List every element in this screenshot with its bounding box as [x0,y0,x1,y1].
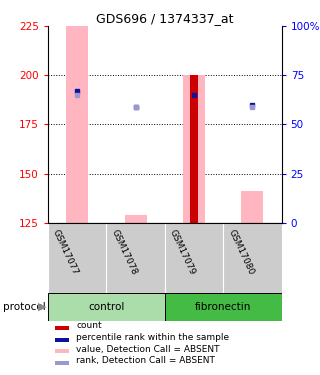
Bar [55,338,69,342]
Title: GDS696 / 1374337_at: GDS696 / 1374337_at [96,12,234,25]
Text: GSM17079: GSM17079 [168,228,197,277]
Text: value, Detection Call = ABSENT: value, Detection Call = ABSENT [76,345,220,354]
Bar [124,215,147,223]
Text: percentile rank within the sample: percentile rank within the sample [76,333,229,342]
Text: GSM17077: GSM17077 [51,228,80,277]
Text: count: count [76,321,102,330]
Text: control: control [88,302,124,312]
Bar [55,349,69,354]
Bar [190,75,198,223]
Bar [55,361,69,365]
Text: fibronectin: fibronectin [195,302,252,312]
Bar [48,223,106,293]
Bar [241,191,263,223]
Bar [165,223,223,293]
Text: GSM17080: GSM17080 [226,228,255,277]
Text: GSM17078: GSM17078 [109,228,139,277]
Bar [106,223,165,293]
Text: ▶: ▶ [38,302,47,312]
Text: rank, Detection Call = ABSENT: rank, Detection Call = ABSENT [76,357,215,366]
Text: protocol: protocol [3,302,46,312]
Bar [223,223,282,293]
Bar [55,326,69,330]
Bar [165,293,282,321]
Bar [48,293,165,321]
Bar [66,26,88,223]
Bar [183,75,205,223]
